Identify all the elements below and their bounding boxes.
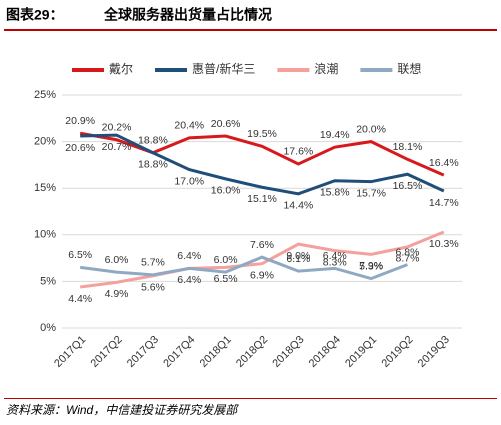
data-label: 18.1% <box>393 141 423 153</box>
legend-label: 联想 <box>397 61 421 76</box>
chart-title: 全球服务器出货量占比情况 <box>103 7 272 23</box>
legend-label: 惠普/新华三 <box>192 61 255 76</box>
y-tick-label: 10% <box>34 229 56 241</box>
x-tick-label: 2019Q1 <box>343 334 379 370</box>
data-label: 17.6% <box>283 146 313 158</box>
data-label: 9.0% <box>286 250 310 262</box>
title-rule <box>4 29 497 31</box>
data-label: 18.8% <box>138 135 168 147</box>
data-label: 8.7% <box>395 253 419 265</box>
x-tick-label: 2017Q2 <box>89 334 125 370</box>
source: 资料来源：Wind，中信建投证券研究发展部 <box>6 403 239 417</box>
source-rule <box>4 398 497 399</box>
data-label: 6.4% <box>177 274 201 286</box>
series-line <box>80 133 445 196</box>
data-label: 16.4% <box>429 157 459 169</box>
x-tick-label: 2018Q4 <box>307 334 343 370</box>
x-tick-label: 2018Q2 <box>234 334 270 370</box>
x-tick-label: 2017Q3 <box>125 334 161 370</box>
data-label: 20.7% <box>102 141 132 153</box>
data-label: 18.8% <box>138 159 168 171</box>
data-label: 17.0% <box>174 175 204 187</box>
data-label: 10.3% <box>429 238 459 250</box>
data-label: 19.4% <box>320 129 350 141</box>
data-label: 6.5% <box>68 249 92 261</box>
x-tick-label: 2019Q3 <box>416 334 452 370</box>
data-label: 4.4% <box>68 293 92 305</box>
y-tick-label: 20% <box>34 136 56 148</box>
data-label: 7.6% <box>250 239 274 251</box>
data-label: 20.6% <box>65 142 95 154</box>
data-label: 15.7% <box>356 187 386 199</box>
series-line <box>79 230 445 289</box>
x-tick-label: 2019Q2 <box>379 334 415 370</box>
data-label: 20.6% <box>211 118 241 130</box>
y-tick-label: 0% <box>40 322 56 334</box>
data-label: 14.4% <box>283 200 313 212</box>
data-label: 6.9% <box>250 269 274 281</box>
y-tick-label: 5% <box>40 275 56 287</box>
data-label: 20.2% <box>102 122 132 134</box>
data-label: 4.9% <box>105 288 129 300</box>
y-tick-label: 25% <box>34 89 56 101</box>
data-label: 15.8% <box>320 187 350 199</box>
figure-label: 图表29： <box>6 7 64 23</box>
data-label: 19.5% <box>247 128 277 140</box>
data-label: 5.7% <box>141 257 165 269</box>
y-tick-label: 15% <box>34 182 56 194</box>
data-label: 8.3% <box>323 256 347 268</box>
data-label: 6.1% <box>286 253 310 265</box>
data-label: 20.4% <box>174 120 204 132</box>
x-tick-label: 2017Q1 <box>52 334 88 370</box>
data-label: 6.5% <box>214 273 238 285</box>
series-line <box>79 255 408 281</box>
data-label: 6.0% <box>105 254 129 266</box>
data-label: 5.6% <box>141 282 165 294</box>
legend-label: 戴尔 <box>109 61 133 76</box>
x-tick-label: 2018Q3 <box>270 334 306 370</box>
data-label: 5.3% <box>359 260 383 272</box>
data-label: 6.4% <box>323 250 347 262</box>
data-label: 20.0% <box>356 123 386 135</box>
data-label: 14.7% <box>429 197 459 209</box>
data-label: 15.1% <box>247 193 277 205</box>
data-label: 6.8% <box>395 246 419 258</box>
data-label: 20.9% <box>65 115 95 127</box>
x-tick-label: 2017Q4 <box>161 334 197 370</box>
data-label: 16.0% <box>211 185 241 197</box>
data-label: 16.5% <box>393 180 423 192</box>
x-tick-label: 2018Q1 <box>198 334 234 370</box>
data-label: 6.0% <box>214 254 238 266</box>
legend-label: 浪潮 <box>314 61 338 76</box>
data-label: 6.4% <box>177 250 201 262</box>
data-label: 7.9% <box>359 260 383 272</box>
